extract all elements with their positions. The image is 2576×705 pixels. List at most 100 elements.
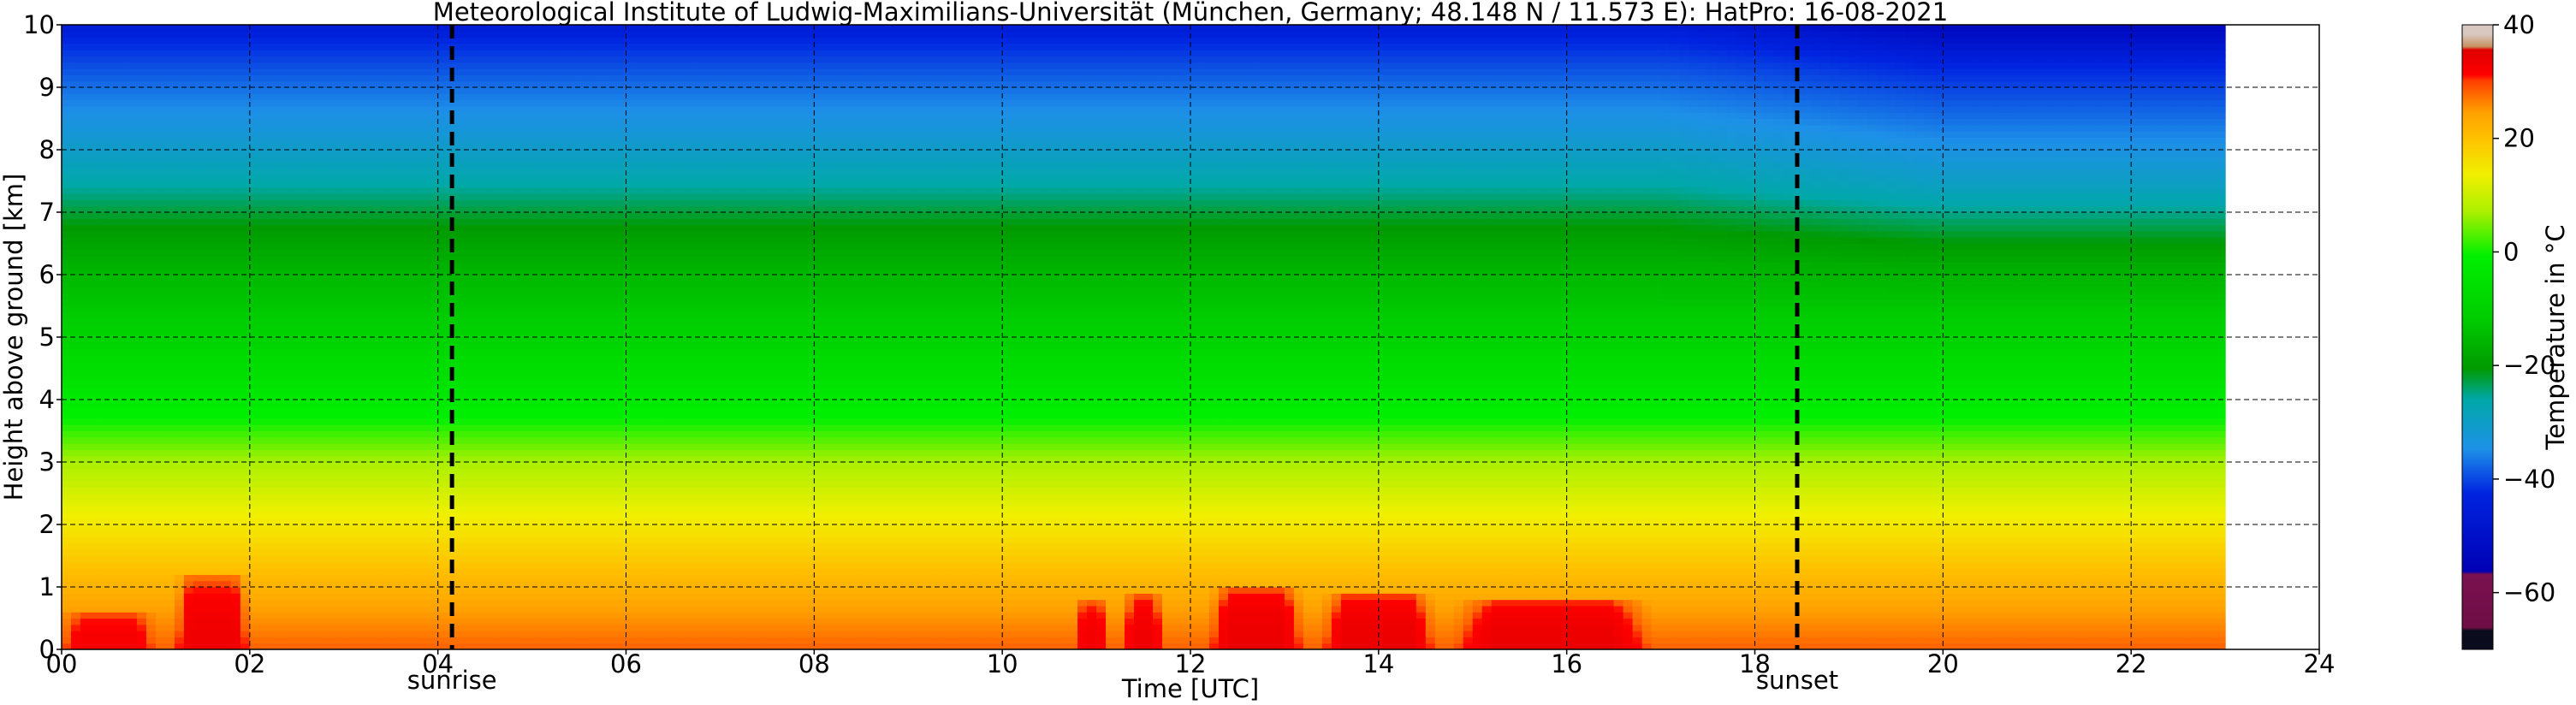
heatmap-cell — [203, 537, 213, 544]
heatmap-cell — [485, 381, 496, 388]
heatmap-cell — [344, 44, 354, 50]
heatmap-cell — [372, 293, 383, 300]
heatmap-cell — [184, 600, 194, 607]
heatmap-cell — [438, 318, 448, 325]
heatmap-cell — [382, 537, 392, 544]
heatmap-cell — [175, 424, 185, 431]
heatmap-cell — [466, 350, 477, 357]
heatmap-cell — [401, 387, 411, 394]
heatmap-cell — [419, 506, 430, 512]
heatmap-cell — [71, 637, 81, 643]
heatmap-cell — [250, 262, 260, 269]
heatmap-cell — [146, 250, 157, 257]
heatmap-cell — [137, 581, 147, 588]
heatmap-cell — [495, 443, 505, 450]
heatmap-cell — [306, 475, 317, 482]
heatmap-cell — [109, 187, 119, 194]
heatmap-cell — [297, 487, 307, 494]
heatmap-cell — [269, 312, 279, 319]
heatmap-cell — [316, 418, 326, 425]
heatmap-cell — [401, 362, 411, 369]
heatmap-cell — [297, 443, 307, 450]
heatmap-cell — [344, 312, 354, 319]
heatmap-cell — [212, 131, 223, 138]
heatmap-cell — [306, 250, 317, 257]
heatmap-cell — [156, 287, 166, 294]
heatmap-cell — [175, 156, 185, 163]
heatmap-cell — [316, 193, 326, 200]
heatmap-cell — [288, 237, 298, 244]
heatmap-cell — [316, 231, 326, 238]
heatmap-cell — [99, 287, 110, 294]
heatmap-cell — [429, 356, 439, 363]
heatmap-cell — [109, 231, 119, 238]
heatmap-cell — [99, 456, 110, 463]
heatmap-cell — [325, 593, 335, 600]
heatmap-cell — [513, 44, 524, 50]
heatmap-cell — [353, 275, 364, 281]
heatmap-cell — [240, 275, 251, 281]
heatmap-cell — [118, 244, 128, 251]
heatmap-cell — [344, 25, 354, 32]
heatmap-cell — [316, 600, 326, 607]
heatmap-cell — [193, 237, 204, 244]
heatmap-cell — [429, 456, 439, 463]
heatmap-cell — [344, 293, 354, 300]
heatmap-cell — [109, 431, 119, 438]
heatmap-cell — [504, 31, 514, 38]
heatmap-cell — [288, 512, 298, 518]
heatmap-cell — [297, 156, 307, 163]
heatmap-cell — [250, 199, 260, 206]
heatmap-cell — [231, 543, 241, 550]
heatmap-cell — [391, 187, 401, 194]
heatmap-cell — [80, 568, 91, 575]
heatmap-cell — [240, 556, 251, 563]
heatmap-cell — [212, 500, 223, 507]
heatmap-cell — [146, 530, 157, 537]
heatmap-cell — [372, 537, 383, 544]
heatmap-cell — [457, 606, 467, 613]
heatmap-cell — [156, 518, 166, 525]
heatmap-cell — [419, 256, 430, 263]
heatmap-cell — [504, 337, 514, 344]
heatmap-cell — [391, 369, 401, 376]
heatmap-cell — [495, 556, 505, 563]
heatmap-cell — [62, 199, 72, 206]
heatmap-cell — [118, 356, 128, 363]
heatmap-cell — [419, 137, 430, 144]
heatmap-cell — [410, 619, 420, 625]
heatmap-cell — [269, 412, 279, 419]
heatmap-cell — [71, 281, 81, 287]
heatmap-cell — [222, 306, 232, 313]
heatmap-cell — [278, 293, 288, 300]
heatmap-cell — [156, 375, 166, 382]
heatmap-cell — [410, 93, 420, 100]
heatmap-cell — [466, 518, 477, 525]
heatmap-cell — [90, 56, 100, 63]
heatmap-cell — [231, 462, 241, 469]
heatmap-cell — [165, 62, 175, 69]
heatmap-cell — [391, 68, 401, 75]
heatmap-cell — [62, 25, 72, 32]
heatmap-cell — [118, 256, 128, 263]
heatmap-cell — [80, 481, 91, 488]
heatmap-cell — [401, 381, 411, 388]
heatmap-cell — [118, 443, 128, 450]
heatmap-cell — [523, 530, 533, 537]
heatmap-cell — [363, 199, 373, 206]
heatmap-cell — [269, 369, 279, 376]
heatmap-cell — [325, 137, 335, 144]
heatmap-cell — [429, 381, 439, 388]
heatmap-cell — [476, 256, 486, 263]
heatmap-cell — [71, 275, 81, 281]
heatmap-cell — [222, 68, 232, 75]
heatmap-cell — [344, 543, 354, 550]
heatmap-cell — [410, 50, 420, 56]
heatmap-cell — [382, 218, 392, 225]
heatmap-cell — [278, 400, 288, 406]
heatmap-cell — [316, 287, 326, 294]
heatmap-cell — [353, 593, 364, 600]
heatmap-cell — [410, 225, 420, 232]
heatmap-cell — [523, 625, 533, 631]
heatmap-cell — [513, 400, 524, 406]
